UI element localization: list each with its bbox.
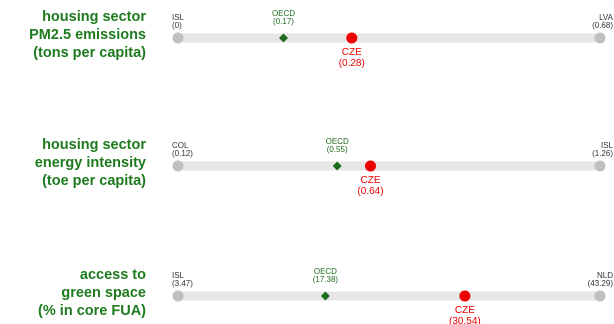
indicator-title-line: energy intensity [35, 155, 146, 171]
indicator-title-line: (toe per capita) [42, 173, 146, 189]
min-country-label: ISL [172, 271, 185, 280]
indicator-title-line: (% in core FUA) [38, 303, 146, 319]
max-value-label: (43.29) [588, 279, 614, 288]
min-country-label: ISL [172, 13, 185, 22]
oecd-marker [332, 161, 342, 171]
min-endpoint-dot [172, 160, 184, 172]
indicator-title-line: PM2.5 emissions [29, 27, 146, 43]
min-endpoint-dot [172, 290, 184, 302]
max-endpoint-dot [594, 32, 606, 44]
oecd-value-label: (0.55) [327, 145, 348, 154]
max-endpoint-dot [594, 160, 606, 172]
country-value-label: (30.54) [449, 316, 481, 324]
max-value-label: (1.26) [592, 149, 613, 158]
indicator-title-line: (tons per capita) [33, 45, 146, 61]
indicator-title-line: housing sector [42, 9, 146, 25]
country-marker [346, 32, 358, 44]
max-country-label: LVA [599, 13, 614, 22]
country-value-label: (0.64) [357, 186, 383, 197]
oecd-marker [279, 33, 288, 43]
country-marker [364, 160, 376, 172]
max-country-label: NLD [597, 271, 613, 280]
oecd-marker [320, 291, 330, 301]
min-value-label: (0.12) [172, 149, 193, 158]
max-endpoint-dot [594, 290, 606, 302]
country-label: CZE [342, 47, 362, 58]
country-label: CZE [360, 175, 380, 186]
max-country-label: ISL [601, 141, 614, 150]
min-value-label: (3.47) [172, 279, 193, 288]
indicator-title-line: access to [80, 267, 146, 283]
min-country-label: COL [172, 141, 189, 150]
indicator-title-line: green space [61, 285, 146, 301]
oecd-value-label: (0.17) [273, 17, 294, 26]
min-endpoint-dot [172, 32, 184, 44]
country-label: CZE [455, 305, 475, 316]
oecd-label: OECD [272, 9, 295, 18]
oecd-label: OECD [314, 267, 337, 276]
min-value-label: (0) [172, 21, 182, 30]
country-value-label: (0.28) [339, 58, 365, 69]
indicator-title-line: housing sector [42, 137, 146, 153]
oecd-value-label: (17.38) [313, 275, 339, 284]
oecd-label: OECD [326, 137, 349, 146]
max-value-label: (0.68) [592, 21, 613, 30]
country-marker [459, 290, 471, 302]
